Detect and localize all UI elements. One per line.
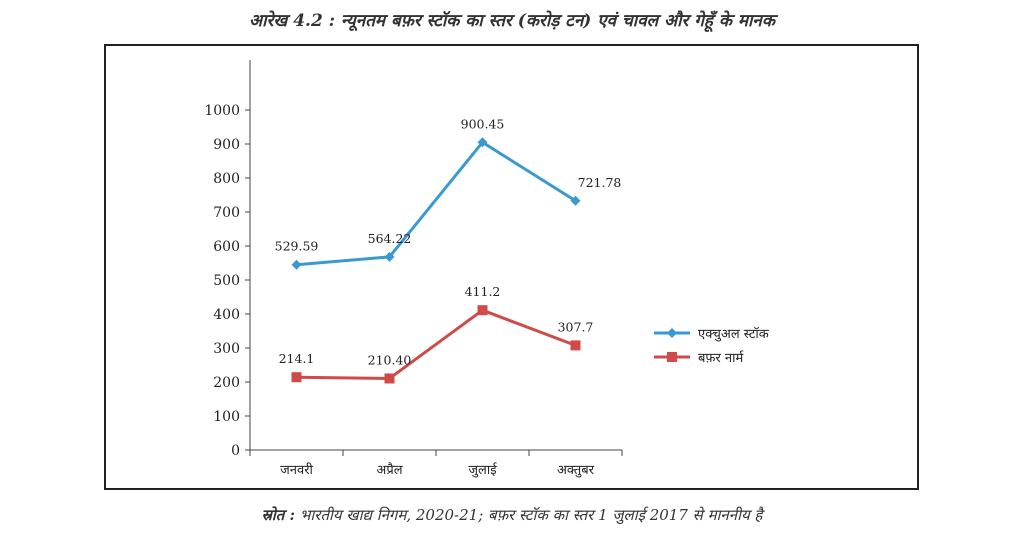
legend-label: एक्चुअल स्टॉक — [698, 326, 770, 342]
source-note: स्रोत : भारतीय खाद्य निगम, 2020-21; बफ़र… — [0, 505, 1024, 525]
data-point — [384, 251, 395, 262]
data-point — [291, 259, 302, 270]
y-tick-label: 700 — [213, 205, 240, 221]
x-tick-label: जुलाई — [468, 462, 497, 478]
legend-label: बफ़र नार्म — [698, 350, 744, 366]
x-tick-label: अक्तुबर — [557, 463, 595, 478]
data-point — [570, 195, 581, 206]
y-tick-label: 600 — [213, 239, 240, 255]
y-tick-label: 300 — [213, 341, 240, 357]
data-label: 529.59 — [275, 239, 319, 254]
series-line-2 — [296, 308, 577, 380]
data-label: 900.45 — [461, 116, 505, 131]
data-point — [477, 137, 488, 148]
y-tick-label: 400 — [213, 307, 240, 323]
data-point — [384, 373, 395, 384]
source-label: स्रोत : — [261, 506, 296, 524]
data-label: 564.22 — [368, 231, 412, 246]
chart-frame — [104, 44, 919, 490]
data-point — [291, 372, 302, 383]
series-line-1 — [296, 140, 577, 267]
y-tick-label: 500 — [213, 273, 240, 289]
x-tick-label: अप्रैल — [376, 462, 402, 478]
legend-marker — [667, 328, 677, 338]
y-tick-label: 900 — [213, 137, 240, 153]
data-label: 721.78 — [578, 175, 622, 190]
source-text: भारतीय खाद्य निगम, 2020-21; बफ़र स्टॉक क… — [299, 506, 763, 524]
chart-title: आरेख 4.2 : न्यूनतम बफ़र स्टॉक का स्तर (क… — [249, 11, 775, 31]
x-tick-label: जनवरी — [280, 462, 313, 478]
y-tick-label: 800 — [213, 171, 240, 187]
data-point — [477, 305, 488, 316]
data-label: 210.40 — [368, 352, 412, 367]
y-tick-label: 0 — [231, 443, 240, 459]
data-label: 307.7 — [558, 319, 594, 334]
data-label: 214.1 — [279, 351, 315, 366]
y-tick-label: 1000 — [204, 103, 240, 119]
y-tick-label: 100 — [213, 409, 240, 425]
legend-marker — [667, 352, 677, 362]
y-tick-label: 200 — [213, 375, 240, 391]
data-label: 411.2 — [465, 284, 501, 299]
data-point — [570, 340, 581, 351]
